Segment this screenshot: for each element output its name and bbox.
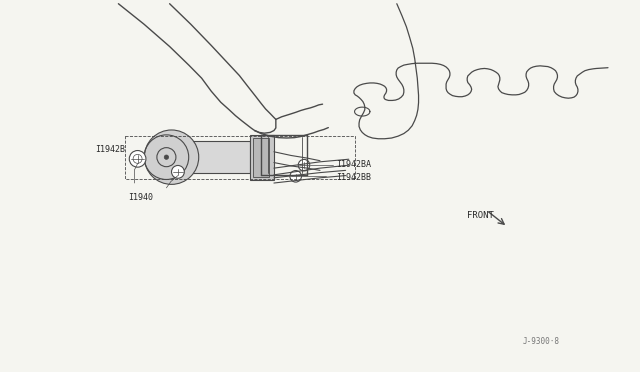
Circle shape [172, 166, 184, 178]
Circle shape [164, 155, 168, 159]
Text: I1942BB: I1942BB [336, 173, 371, 182]
Circle shape [298, 160, 310, 171]
Circle shape [129, 151, 146, 167]
Text: I1942B: I1942B [95, 145, 125, 154]
Circle shape [290, 171, 301, 182]
Bar [253, 138, 269, 177]
Text: FRONT: FRONT [467, 211, 494, 219]
Text: J-9300·8: J-9300·8 [523, 337, 560, 346]
Bar [172, 141, 250, 173]
Text: I1940: I1940 [128, 193, 153, 202]
Bar [250, 135, 274, 180]
Text: I1942BA: I1942BA [336, 160, 371, 169]
Circle shape [145, 130, 198, 185]
